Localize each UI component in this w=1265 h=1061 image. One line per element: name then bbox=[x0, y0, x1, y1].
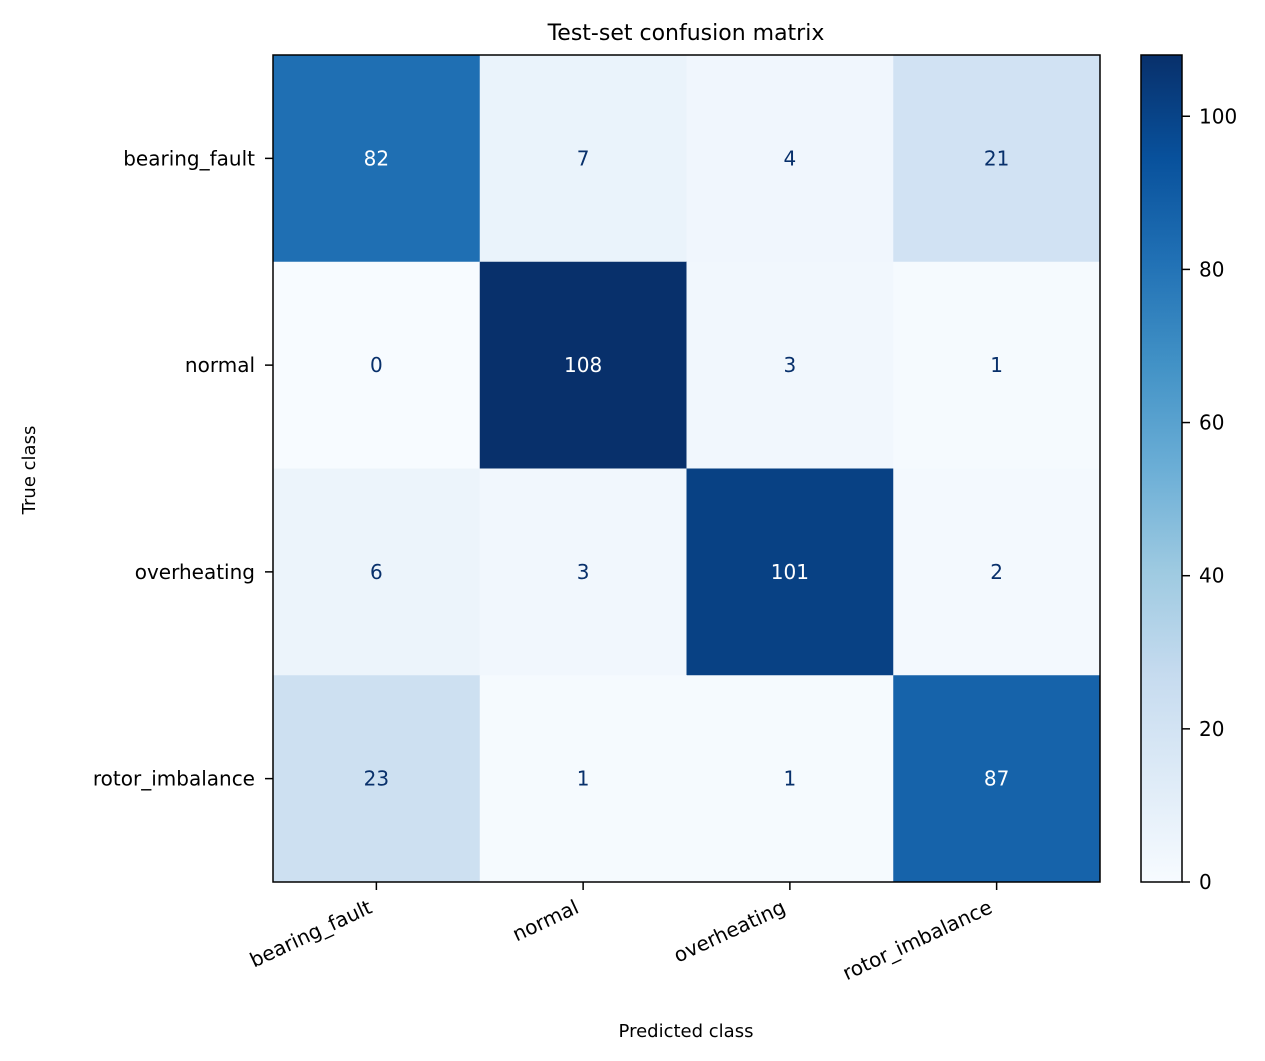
y-tick-label: bearing_fault bbox=[123, 146, 255, 170]
y-tick-label: normal bbox=[185, 353, 255, 377]
colorbar-tick-label: 40 bbox=[1199, 564, 1224, 588]
cell-value-label: 108 bbox=[564, 353, 602, 377]
cell-value-label: 4 bbox=[784, 146, 797, 170]
cell-value-label: 1 bbox=[784, 767, 797, 791]
x-axis-label: Predicted class bbox=[619, 1021, 754, 1042]
cell-value-labels: 82 7 4 21 0 108 3 1 6 3 101 2 23 1 1 87 bbox=[364, 146, 1010, 790]
y-tick-label: overheating bbox=[135, 560, 255, 584]
cell-value-label: 0 bbox=[370, 353, 383, 377]
x-tick-label: overheating bbox=[670, 895, 789, 968]
colorbar-tick-label: 100 bbox=[1199, 104, 1237, 128]
heatmap-cell bbox=[893, 468, 1101, 676]
heatmap-cell bbox=[273, 675, 481, 883]
heatmap-cell bbox=[273, 55, 481, 263]
colorbar-tick-label: 60 bbox=[1199, 411, 1224, 435]
cell-value-label: 101 bbox=[771, 560, 809, 584]
cell-value-label: 2 bbox=[990, 560, 1003, 584]
colorbar bbox=[1140, 54, 1183, 883]
y-tick-label: rotor_imbalance bbox=[93, 767, 255, 791]
cell-value-label: 7 bbox=[577, 146, 590, 170]
cell-value-label: 82 bbox=[364, 146, 389, 170]
cell-value-label: 6 bbox=[370, 560, 383, 584]
cell-value-label: 23 bbox=[364, 767, 389, 791]
cell-value-label: 3 bbox=[577, 560, 590, 584]
x-tick-label: normal bbox=[509, 895, 583, 946]
heatmap-cell bbox=[686, 55, 894, 263]
heatmap-cell bbox=[686, 468, 894, 676]
x-tick-label: rotor_imbalance bbox=[839, 895, 996, 985]
heatmap-cell bbox=[893, 261, 1101, 469]
colorbar-tick-label: 80 bbox=[1199, 257, 1224, 281]
cell-value-label: 1 bbox=[990, 353, 1003, 377]
colorbar-tick-label: 20 bbox=[1199, 717, 1224, 741]
cell-value-label: 1 bbox=[577, 767, 590, 791]
heatmap-cells bbox=[273, 55, 1101, 883]
chart-title: Test-set confusion matrix bbox=[547, 21, 825, 46]
plot-frame bbox=[272, 54, 1101, 883]
y-axis-label: True class bbox=[19, 426, 40, 516]
heatmap-cell bbox=[479, 55, 687, 263]
x-tick-label: bearing_fault bbox=[246, 895, 376, 973]
heatmap-cell bbox=[479, 261, 687, 469]
cell-value-label: 3 bbox=[784, 353, 797, 377]
heatmap-cell bbox=[479, 468, 687, 676]
heatmap-cell bbox=[273, 468, 481, 676]
cell-value-label: 87 bbox=[984, 767, 1009, 791]
heatmap-cell bbox=[893, 55, 1101, 263]
cell-value-label: 21 bbox=[984, 146, 1009, 170]
colorbar-ticks: 0 20 40 60 80 100 bbox=[1182, 104, 1237, 894]
heatmap-cell bbox=[686, 675, 894, 883]
heatmap-cell bbox=[273, 261, 481, 469]
heatmap-cell bbox=[686, 261, 894, 469]
colorbar-tick-label: 0 bbox=[1199, 870, 1212, 894]
heatmap-cell bbox=[479, 675, 687, 883]
heatmap-cell bbox=[893, 675, 1101, 883]
x-axis-ticks: bearing_fault normal overheating rotor_imba… bbox=[246, 882, 998, 985]
